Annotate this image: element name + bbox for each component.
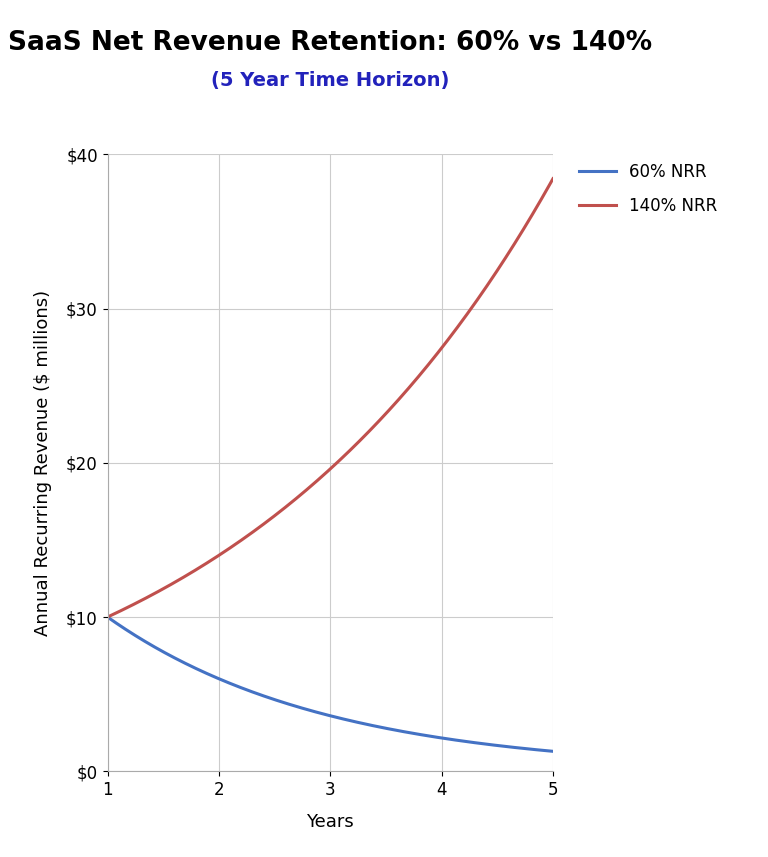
60% NRR: [103, 612, 112, 622]
140% NRR: [317, 471, 326, 482]
Legend: 60% NRR, 140% NRR: 60% NRR, 140% NRR: [579, 163, 717, 215]
Text: SaaS Net Revenue Retention: 60% vs 140%: SaaS Net Revenue Retention: 60% vs 140%: [8, 30, 652, 56]
140% NRR: [548, 174, 558, 184]
140% NRR: [103, 612, 112, 622]
60% NRR: [314, 708, 323, 718]
Text: (5 Year Time Horizon): (5 Year Time Horizon): [211, 71, 449, 90]
60% NRR: [344, 715, 353, 725]
X-axis label: Years: Years: [306, 813, 354, 831]
60% NRR: [538, 745, 547, 755]
140% NRR: [344, 446, 353, 457]
140% NRR: [468, 302, 477, 312]
Line: 60% NRR: 60% NRR: [108, 617, 553, 752]
140% NRR: [314, 474, 323, 484]
140% NRR: [368, 423, 377, 433]
Line: 140% NRR: 140% NRR: [108, 179, 553, 617]
60% NRR: [548, 746, 558, 757]
60% NRR: [317, 709, 326, 719]
60% NRR: [368, 721, 377, 731]
60% NRR: [468, 737, 477, 747]
Y-axis label: Annual Recurring Revenue ($ millions): Annual Recurring Revenue ($ millions): [34, 290, 52, 636]
140% NRR: [538, 193, 547, 203]
